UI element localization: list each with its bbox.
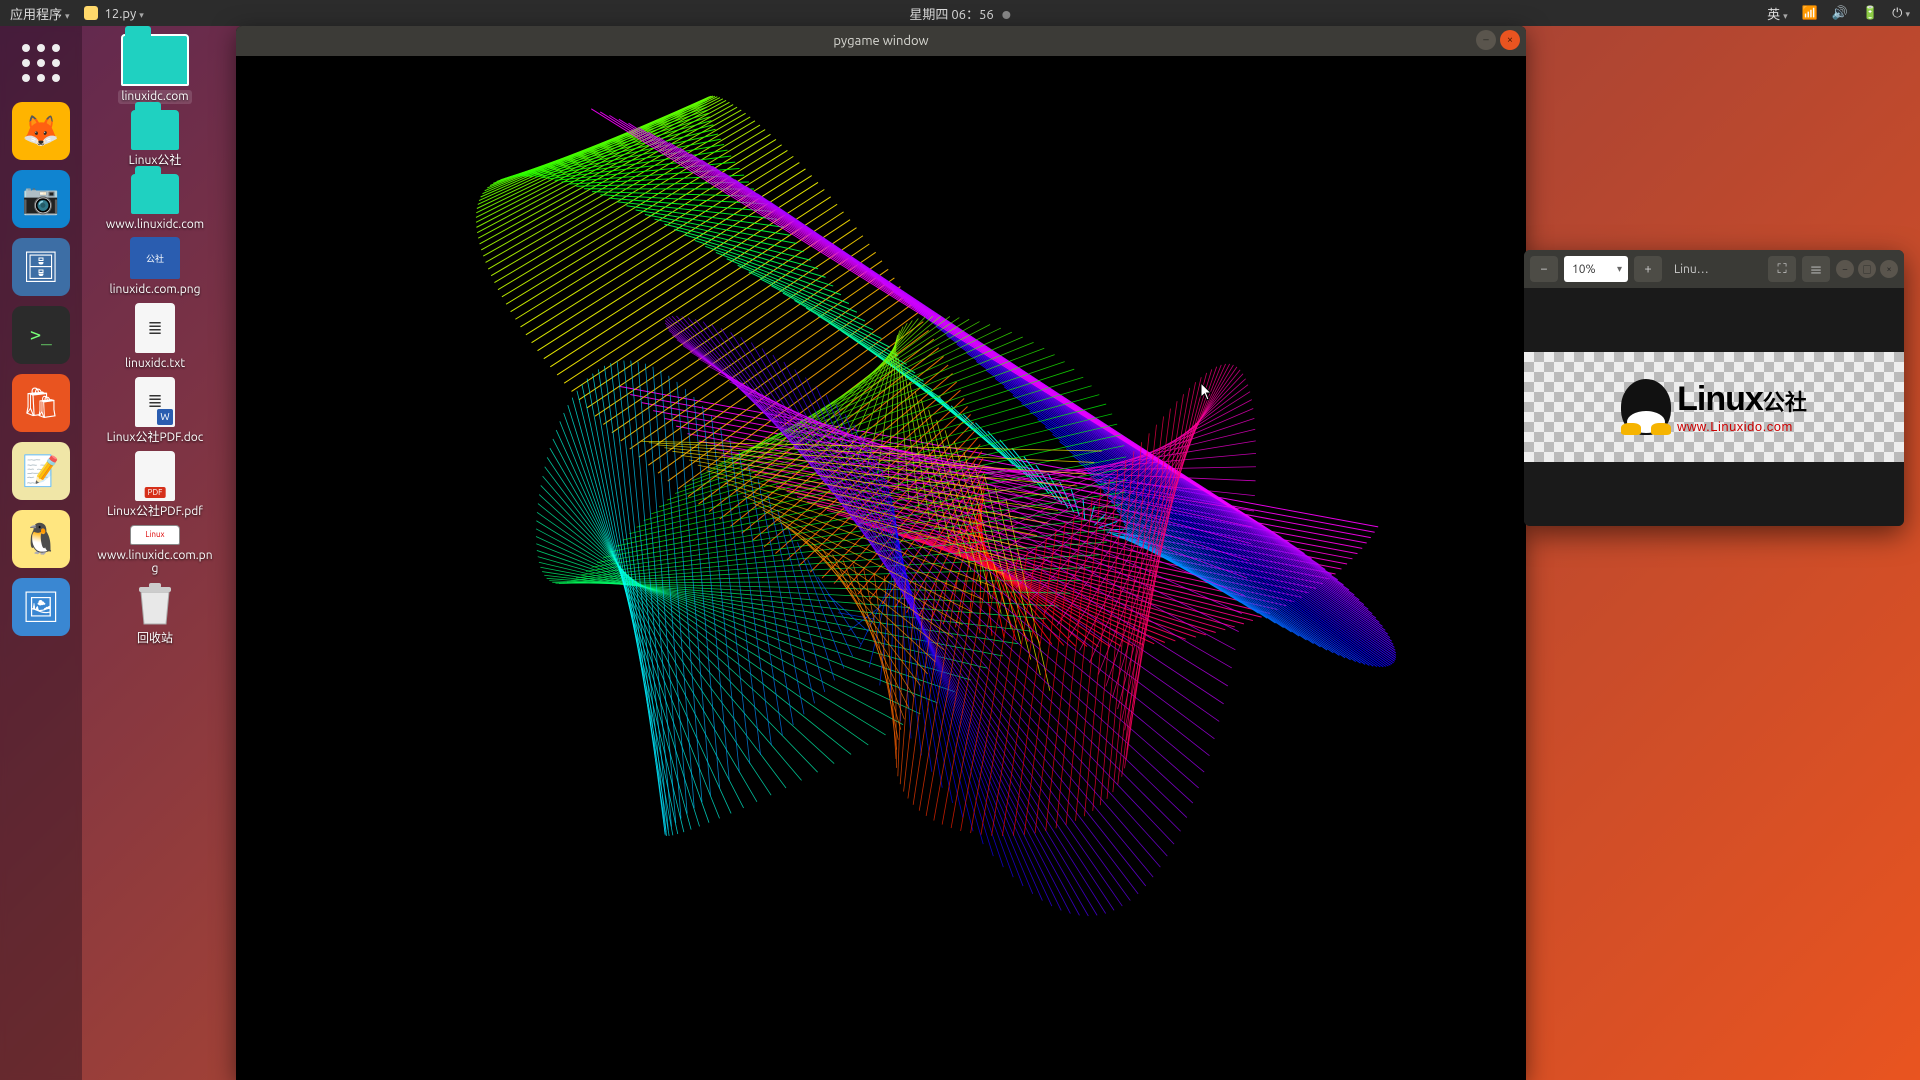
pygame-canvas [236, 56, 1526, 1080]
applications-menu[interactable]: 应用程序▾ [10, 4, 70, 23]
fullscreen-button[interactable]: ⛶ [1768, 256, 1796, 282]
wifi-icon[interactable]: 📶 [1802, 6, 1818, 21]
desktop-item-label: www.linuxidc.com.png [96, 549, 214, 577]
mouse-cursor-icon [1200, 382, 1214, 402]
desktop-item[interactable]: Linux公社PDF.pdf [96, 451, 214, 519]
desktop-item-label: linuxidc.com.png [109, 283, 200, 297]
pygame-titlebar[interactable]: pygame window – × [236, 26, 1526, 56]
launcher-avatar-app[interactable]: 🐧 [12, 510, 70, 568]
pygame-title: pygame window [833, 34, 928, 48]
zoom-select[interactable]: 10% [1564, 256, 1628, 282]
minimize-button[interactable]: – [1476, 30, 1496, 50]
png-blue-icon: 公社 [130, 237, 180, 279]
folder-icon [121, 34, 189, 86]
image-viewer-content: Linux公社 www.Linuxido.com [1524, 288, 1904, 526]
transparency-checker: Linux公社 www.Linuxido.com [1524, 352, 1904, 462]
desktop-item[interactable]: 回收站 [96, 582, 214, 646]
desktop-item[interactable]: www.linuxidc.com [96, 174, 214, 232]
active-app-label: 12.py [105, 7, 137, 21]
zoom-out-button[interactable]: − [1530, 256, 1558, 282]
desktop-item-label: Linux公社PDF.doc [107, 431, 204, 445]
spiral-art [236, 56, 1526, 1080]
desktop-item-label: linuxidc.txt [125, 357, 185, 371]
active-app-menu[interactable]: 12.py▾ [84, 6, 144, 21]
desktop-item[interactable]: 公社 linuxidc.com.png [96, 237, 214, 297]
folder-icon [131, 174, 179, 214]
desktop-item-label: 回收站 [137, 632, 173, 646]
launcher-ubuntu-software[interactable]: 🛍 [12, 374, 70, 432]
clock[interactable]: 星期四 06：56 [909, 4, 1010, 23]
hamburger-menu-button[interactable]: ≡ [1802, 256, 1830, 282]
input-method-indicator[interactable]: 英▾ [1767, 4, 1788, 23]
power-menu[interactable]: ⏻▾ [1892, 6, 1910, 21]
desktop-item[interactable]: ≣ linuxidc.txt [96, 303, 214, 371]
python-icon [84, 6, 98, 20]
launcher-text-editor[interactable]: 📝 [12, 442, 70, 500]
launcher-files[interactable]: 🗄 [12, 238, 70, 296]
close-button[interactable]: × [1500, 30, 1520, 50]
viewer-maximize-button[interactable]: □ [1858, 260, 1876, 278]
battery-icon[interactable]: 🔋 [1862, 6, 1878, 21]
folder-icon [131, 110, 179, 150]
pdf-icon [135, 451, 175, 501]
image-viewer-window: − 10% + Linu… ⛶ ≡ – □ × Linux公社 www.Linu… [1524, 250, 1904, 526]
desktop-item[interactable]: Linux公社 [96, 110, 214, 168]
launcher-screenshot-tool[interactable]: 📷 [12, 170, 70, 228]
file-icon: ≣ [135, 303, 175, 353]
apps-grid-icon [22, 44, 60, 82]
clock-text: 星期四 06：56 [909, 8, 993, 22]
top-bar: 应用程序▾ 12.py▾ 星期四 06：56 英▾ 📶 🔊 🔋 ⏻▾ [0, 0, 1920, 26]
desktop-item[interactable]: ≣ Linux公社PDF.doc [96, 377, 214, 445]
viewer-close-button[interactable]: × [1880, 260, 1898, 278]
launcher-firefox[interactable]: 🦊 [12, 102, 70, 160]
launcher-terminal[interactable]: >_ [12, 306, 70, 364]
pygame-window: pygame window – × [236, 26, 1526, 1080]
volume-icon[interactable]: 🔊 [1832, 6, 1848, 21]
tux-icon [1621, 379, 1671, 435]
desktop-icons: linuxidc.com Linux公社 www.linuxidc.com 公社 lin… [96, 34, 214, 646]
image-viewer-toolbar: − 10% + Linu… ⛶ ≡ – □ × [1524, 250, 1904, 288]
thumb-icon: Linux [130, 525, 180, 545]
image-viewer-title: Linu… [1668, 263, 1762, 276]
notification-dot-icon [1003, 11, 1011, 19]
trash-icon [135, 582, 175, 628]
desktop-item-label: www.linuxidc.com [106, 218, 204, 232]
launcher-image-viewer[interactable]: 🖼 [12, 578, 70, 636]
launcher-dock: 🦊 📷 🗄 >_ 🛍 📝 🐧 🖼 [0, 26, 82, 1080]
desktop-item-label: Linux公社PDF.pdf [107, 505, 203, 519]
desktop-item[interactable]: linuxidc.com [96, 34, 214, 104]
launcher-show-applications[interactable] [12, 34, 70, 92]
logo-text-cjk: 公社 [1763, 390, 1807, 415]
logo-text-big: Linux [1677, 380, 1763, 418]
zoom-in-button[interactable]: + [1634, 256, 1662, 282]
zoom-value: 10% [1572, 263, 1596, 276]
file-blue-icon: ≣ [135, 377, 175, 427]
viewer-minimize-button[interactable]: – [1836, 260, 1854, 278]
desktop-item[interactable]: Linux www.linuxidc.com.png [96, 525, 214, 577]
logo-url: www.Linuxido.com [1677, 419, 1807, 434]
applications-menu-label: 应用程序 [10, 8, 62, 22]
linux-logo: Linux公社 www.Linuxido.com [1621, 379, 1807, 435]
